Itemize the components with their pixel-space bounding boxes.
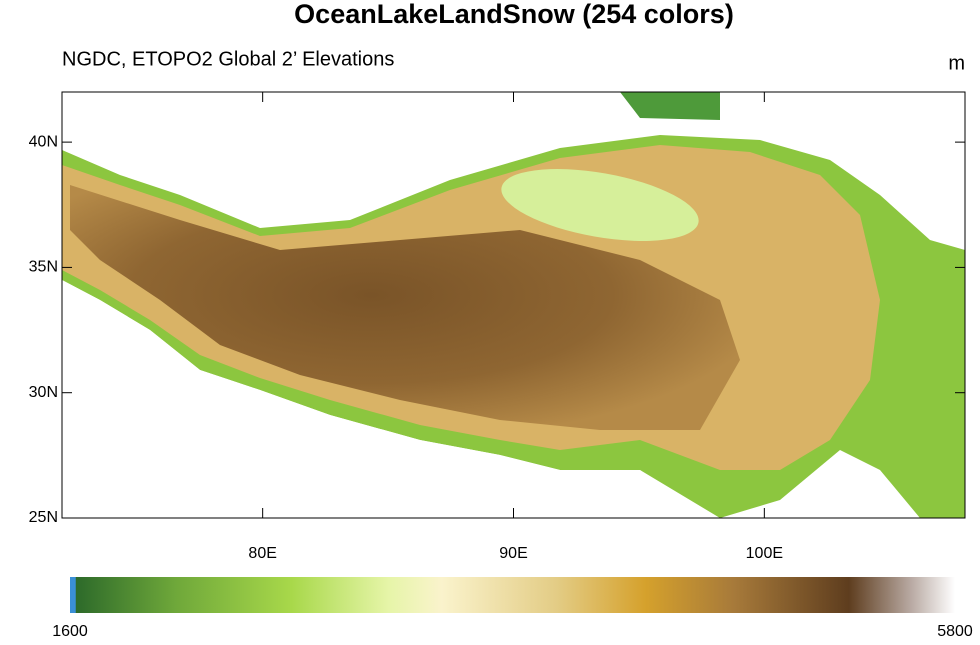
basin: [501, 169, 699, 241]
tarim-lowland: [62, 92, 600, 215]
lat-tick-label: 25N: [29, 509, 58, 526]
units-label: m: [948, 52, 965, 74]
southern-lowland: [62, 280, 700, 518]
colorbar-label: 1600: [52, 623, 88, 640]
lat-tick-label: 40N: [29, 133, 58, 150]
lon-tick-label: 90E: [499, 545, 527, 562]
terrain: [62, 92, 965, 518]
map-title: OceanLakeLandSnow (254 colors): [294, 0, 734, 29]
colorbar-label: 5800: [937, 623, 973, 640]
mountain-range: [620, 92, 720, 120]
colorbar: [70, 577, 955, 613]
lon-tick-label: 100E: [746, 545, 783, 562]
map-subtitle: NGDC, ETOPO2 Global 2’ Elevations: [62, 48, 394, 70]
lat-tick-label: 35N: [29, 259, 58, 276]
lon-tick-label: 80E: [248, 545, 276, 562]
plateau: [70, 185, 740, 430]
lat-tick-label: 30N: [29, 384, 58, 401]
